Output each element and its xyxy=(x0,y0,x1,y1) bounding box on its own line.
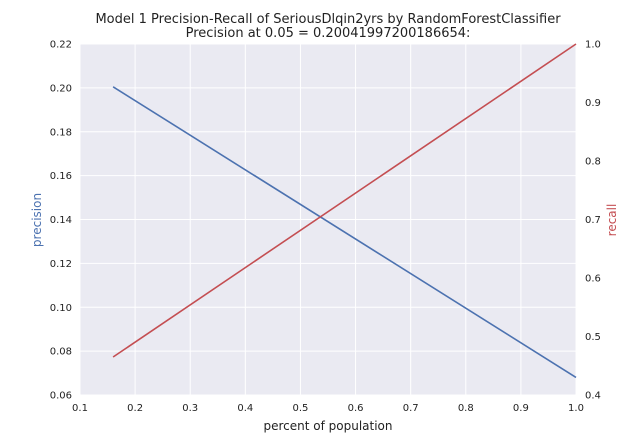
y-tick-label-left: 0.14 xyxy=(50,215,72,226)
y-tick-label-right: 0.4 xyxy=(585,391,601,402)
y-tick-label-right: 1.0 xyxy=(585,40,601,51)
chart-subtitle: Precision at 0.05 = 0.20041997200186654: xyxy=(186,26,471,41)
grid-lines xyxy=(79,43,577,396)
y-tick-label-right: 0.5 xyxy=(585,332,601,343)
y-tick-label-left: 0.12 xyxy=(50,259,72,270)
x-tick-label: 0.5 xyxy=(292,403,308,414)
y-tick-label-left: 0.18 xyxy=(50,127,72,138)
y-tick-label-left: 0.20 xyxy=(50,83,72,94)
x-tick-label: 0.2 xyxy=(127,403,143,414)
x-axis-label: percent of population xyxy=(263,419,392,433)
y-tick-label-right: 0.9 xyxy=(585,98,601,109)
y-tick-label-right: 0.7 xyxy=(585,215,601,226)
precision-line xyxy=(112,86,577,379)
x-tick-label: 1.0 xyxy=(568,403,584,414)
y-tick-label-left: 0.08 xyxy=(50,347,72,358)
y-tick-label-right: 0.6 xyxy=(585,274,601,285)
y-tick-label-left: 0.10 xyxy=(50,303,72,314)
y-axis-label-left: precision xyxy=(30,193,44,247)
series-lines xyxy=(112,43,577,379)
y-tick-label-left: 0.22 xyxy=(50,40,72,51)
x-tick-label: 0.9 xyxy=(513,403,529,414)
y-tick-label-right: 0.8 xyxy=(585,157,601,168)
chart-title: Model 1 Precision-Recall of SeriousDlqin… xyxy=(95,12,561,27)
x-tick-label: 0.7 xyxy=(403,403,419,414)
recall-line xyxy=(112,43,577,358)
x-tick-label: 0.3 xyxy=(182,403,198,414)
x-tick-label: 0.4 xyxy=(237,403,253,414)
x-tick-label: 0.1 xyxy=(72,403,88,414)
y-tick-label-left: 0.06 xyxy=(50,391,72,402)
x-tick-label: 0.6 xyxy=(348,403,364,414)
x-tick-label: 0.8 xyxy=(458,403,474,414)
y-tick-label-left: 0.16 xyxy=(50,171,72,182)
tick-labels: 0.1 0.2 0.3 0.4 0.5 0.6 0.7 0.8 0.9 1.0 0.06 0.08 0.… xyxy=(50,40,601,415)
y-axis-label-right: recall xyxy=(605,204,619,237)
